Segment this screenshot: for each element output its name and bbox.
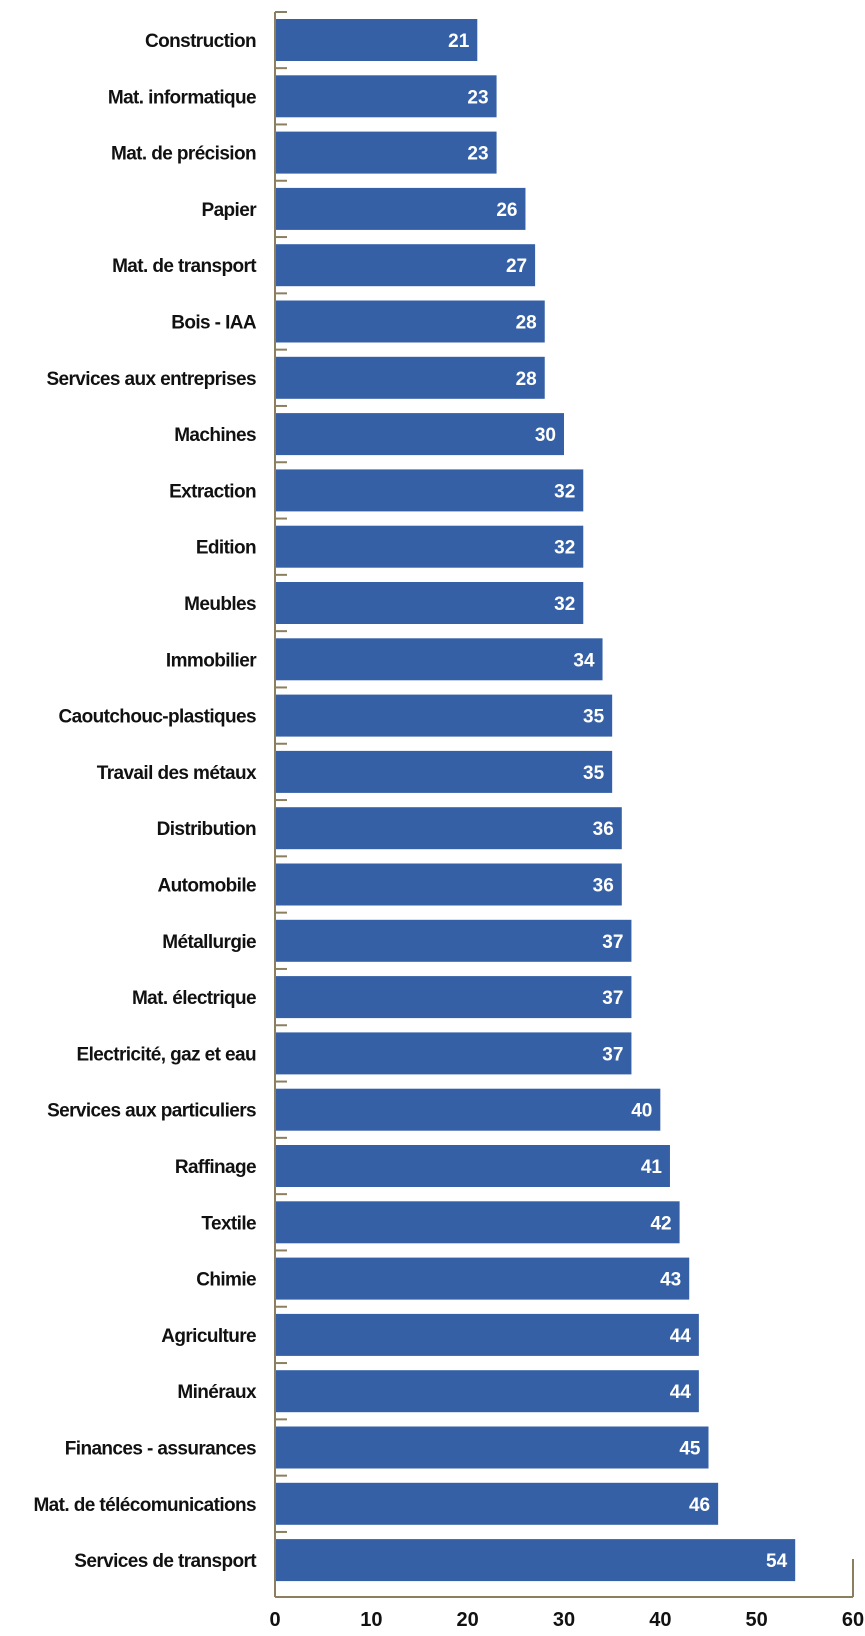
category-label-7: Machines (174, 425, 256, 446)
value-label-13: 35 (583, 763, 605, 784)
bar-14 (275, 807, 622, 850)
category-label-17: Mat. électrique (132, 988, 256, 1009)
value-label-0: 21 (448, 31, 470, 52)
value-label-11: 34 (573, 650, 595, 671)
category-label-8: Extraction (169, 481, 256, 502)
category-label-26: Mat. de télécomunications (33, 1495, 256, 1516)
x-tick-label-1: 10 (360, 1609, 382, 1631)
value-label-6: 28 (516, 369, 537, 390)
bar-24 (275, 1370, 699, 1413)
category-label-22: Chimie (196, 1270, 256, 1291)
value-label-16: 37 (602, 932, 623, 953)
bar-2 (275, 131, 497, 174)
bar-9 (275, 525, 584, 568)
bar-22 (275, 1257, 690, 1300)
category-label-25: Finances - assurances (65, 1439, 256, 1460)
value-label-15: 36 (593, 876, 614, 897)
bar-27 (275, 1539, 796, 1582)
value-label-20: 41 (641, 1157, 663, 1178)
bar-26 (275, 1482, 719, 1525)
bar-4 (275, 244, 536, 287)
bar-11 (275, 638, 603, 681)
bar-0 (275, 19, 478, 61)
value-label-3: 26 (496, 200, 517, 221)
value-label-1: 23 (467, 87, 488, 108)
category-label-12: Caoutchouc-plastiques (59, 707, 257, 728)
bar-7 (275, 413, 564, 456)
bar-19 (275, 1088, 661, 1131)
value-label-27: 54 (766, 1551, 788, 1572)
category-label-10: Meubles (184, 594, 256, 615)
value-label-23: 44 (670, 1326, 692, 1347)
bar-10 (275, 582, 584, 624)
bar-20 (275, 1145, 670, 1187)
category-label-9: Edition (196, 538, 256, 559)
value-label-14: 36 (593, 819, 614, 840)
x-tick-label-3: 30 (553, 1609, 575, 1631)
category-label-16: Métallurgie (162, 932, 256, 953)
value-label-26: 46 (689, 1495, 710, 1516)
bar-13 (275, 750, 613, 793)
category-label-6: Services aux entreprises (46, 369, 256, 390)
category-label-23: Agriculture (161, 1326, 256, 1347)
category-label-20: Raffinage (175, 1157, 256, 1178)
value-label-4: 27 (506, 256, 527, 277)
value-label-19: 40 (631, 1101, 652, 1122)
value-label-9: 32 (554, 538, 575, 559)
value-label-10: 32 (554, 594, 575, 615)
x-tick-label-4: 40 (649, 1609, 671, 1631)
category-label-1: Mat. informatique (108, 87, 256, 108)
category-label-13: Travail des métaux (97, 763, 257, 784)
bar-21 (275, 1201, 680, 1244)
value-label-24: 44 (670, 1382, 692, 1403)
x-tick-label-0: 0 (269, 1609, 280, 1631)
category-label-0: Construction (145, 31, 256, 52)
x-tick-label-2: 20 (457, 1609, 479, 1631)
bar-8 (275, 469, 584, 512)
value-label-22: 43 (660, 1270, 681, 1291)
value-label-8: 32 (554, 481, 575, 502)
bar-17 (275, 976, 632, 1019)
x-tick-label-6: 60 (842, 1609, 864, 1631)
value-label-21: 42 (650, 1213, 671, 1234)
category-label-2: Mat. de précision (111, 144, 256, 165)
value-label-2: 23 (467, 144, 488, 165)
bar-23 (275, 1313, 699, 1356)
category-label-5: Bois - IAA (171, 313, 257, 334)
value-label-25: 45 (679, 1439, 701, 1460)
axis-layer (274, 11, 854, 1598)
bar-3 (275, 187, 526, 230)
bar-16 (275, 919, 632, 962)
category-label-21: Textile (201, 1213, 256, 1234)
labels-layer: 21 Construction 23 Mat. informatique 23 Mat. … (33, 31, 864, 1631)
bar-18 (275, 1032, 632, 1075)
category-label-11: Immobilier (166, 650, 257, 671)
bar-15 (275, 863, 622, 906)
bar-6 (275, 356, 545, 399)
bar-1 (275, 75, 497, 118)
category-label-14: Distribution (157, 819, 256, 840)
category-label-15: Automobile (158, 876, 257, 897)
category-label-3: Papier (202, 200, 258, 221)
bar-12 (275, 694, 613, 737)
value-label-17: 37 (602, 988, 623, 1009)
value-label-7: 30 (535, 425, 556, 446)
bar-25 (275, 1426, 709, 1469)
category-label-24: Minéraux (177, 1382, 257, 1403)
category-label-27: Services de transport (74, 1551, 257, 1572)
bar-5 (275, 300, 545, 343)
value-label-12: 35 (583, 707, 605, 728)
bars-layer (275, 19, 796, 1582)
value-label-5: 28 (516, 313, 537, 334)
category-label-4: Mat. de transport (112, 256, 257, 277)
value-label-18: 37 (602, 1044, 623, 1065)
x-tick-label-5: 50 (746, 1609, 768, 1631)
category-label-19: Services aux particuliers (47, 1101, 256, 1122)
category-label-18: Electricité, gaz et eau (77, 1044, 256, 1065)
